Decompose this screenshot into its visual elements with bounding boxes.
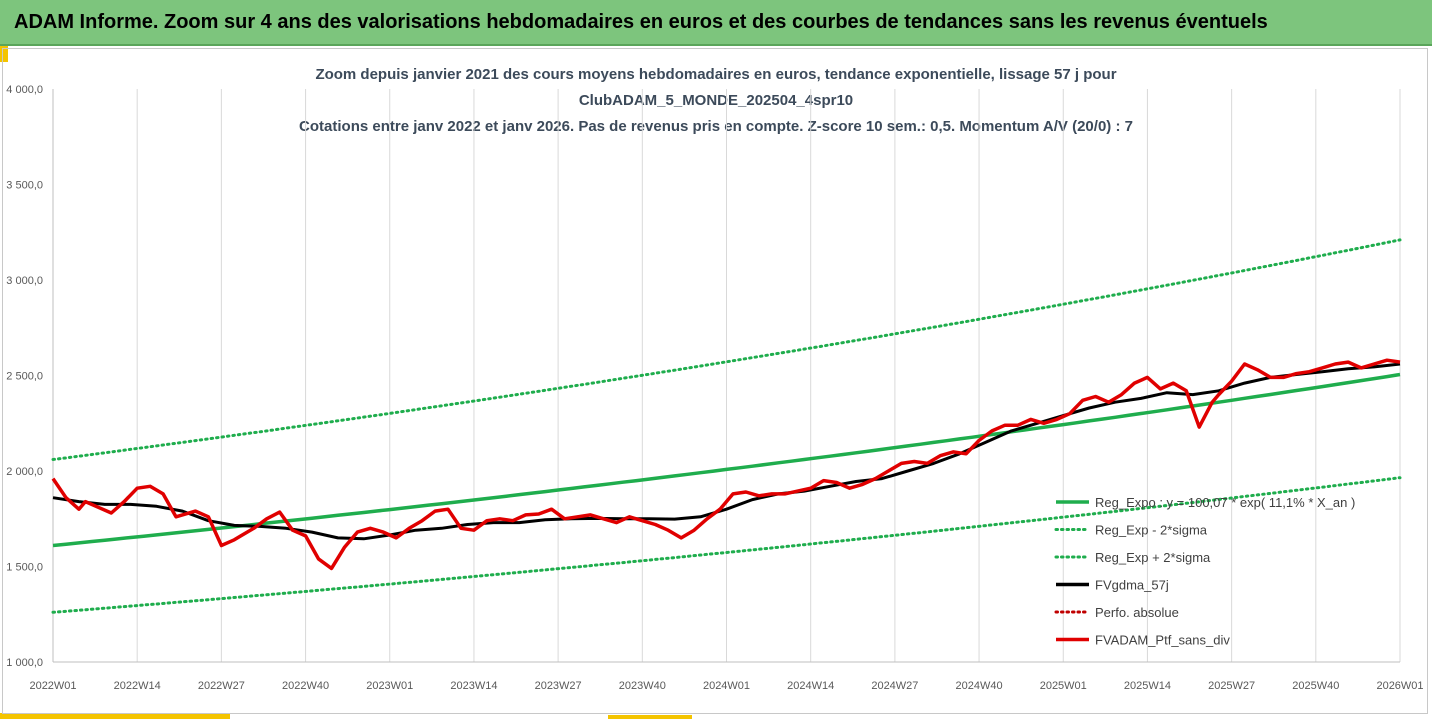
chart-title-line-1: Zoom depuis janvier 2021 des cours moyen…	[315, 66, 1117, 83]
y-tick-label: 4 000,0	[6, 84, 43, 96]
y-tick-label: 2 000,0	[6, 466, 43, 478]
legend-label: Perfo. absolue	[1095, 605, 1179, 620]
legend-label: Reg_Exp - 2*sigma	[1095, 523, 1208, 538]
accent-bar-bottom	[0, 713, 230, 719]
x-tick-label: 2023W01	[366, 680, 413, 692]
chart-title-line-2: ClubADAM_5_MONDE_202504_4spr10	[578, 92, 854, 109]
lower-band-line	[51, 476, 1402, 614]
chart-title-line-3: Cotations entre janv 2022 et janv 2026. …	[299, 118, 1133, 135]
accent-bar-left	[0, 46, 8, 62]
accent-bar-bottom-small	[608, 715, 692, 719]
x-tick-label: 2024W14	[787, 680, 834, 692]
legend-label: Reg_Exp + 2*sigma	[1095, 550, 1211, 565]
y-tick-label: 1 000,0	[6, 657, 43, 669]
report-title: ADAM Informe. Zoom sur 4 ans des valoris…	[14, 11, 1268, 33]
upper-band-line	[51, 238, 1402, 461]
legend-label: FVADAM_Ptf_sans_div	[1095, 633, 1230, 648]
y-tick-label: 1 500,0	[6, 562, 43, 574]
x-tick-label: 2023W14	[450, 680, 497, 692]
y-tick-label: 3 000,0	[6, 275, 43, 287]
x-tick-label: 2022W01	[29, 680, 76, 692]
x-tick-label: 2025W01	[1040, 680, 1087, 692]
trend-line	[52, 372, 1401, 548]
smoothed-line	[52, 362, 1401, 541]
legend-label: FVgdma_57j	[1095, 578, 1169, 593]
y-tick-label: 2 500,0	[6, 371, 43, 383]
chart-frame	[2, 48, 1428, 714]
x-tick-label: 2023W40	[619, 680, 666, 692]
x-tick-label: 2024W40	[956, 680, 1003, 692]
x-tick-label: 2024W01	[703, 680, 750, 692]
x-tick-label: 2025W40	[1292, 680, 1339, 692]
x-tick-label: 2025W27	[1208, 680, 1255, 692]
x-tick-label: 2022W27	[198, 680, 245, 692]
portfolio-line	[51, 358, 1401, 571]
x-tick-label: 2025W14	[1124, 680, 1171, 692]
x-tick-label: 2026W01	[1376, 680, 1423, 692]
x-tick-label: 2022W40	[282, 680, 329, 692]
legend-label: Reg_Expo : y = 100,07 * exp( 11,1% * X_a…	[1095, 495, 1355, 510]
y-tick-label: 3 500,0	[6, 180, 43, 192]
title-banner: ADAM Informe. Zoom sur 4 ans des valoris…	[0, 0, 1432, 46]
x-tick-label: 2024W27	[871, 680, 918, 692]
x-tick-label: 2023W27	[535, 680, 582, 692]
x-tick-label: 2022W14	[114, 680, 161, 692]
